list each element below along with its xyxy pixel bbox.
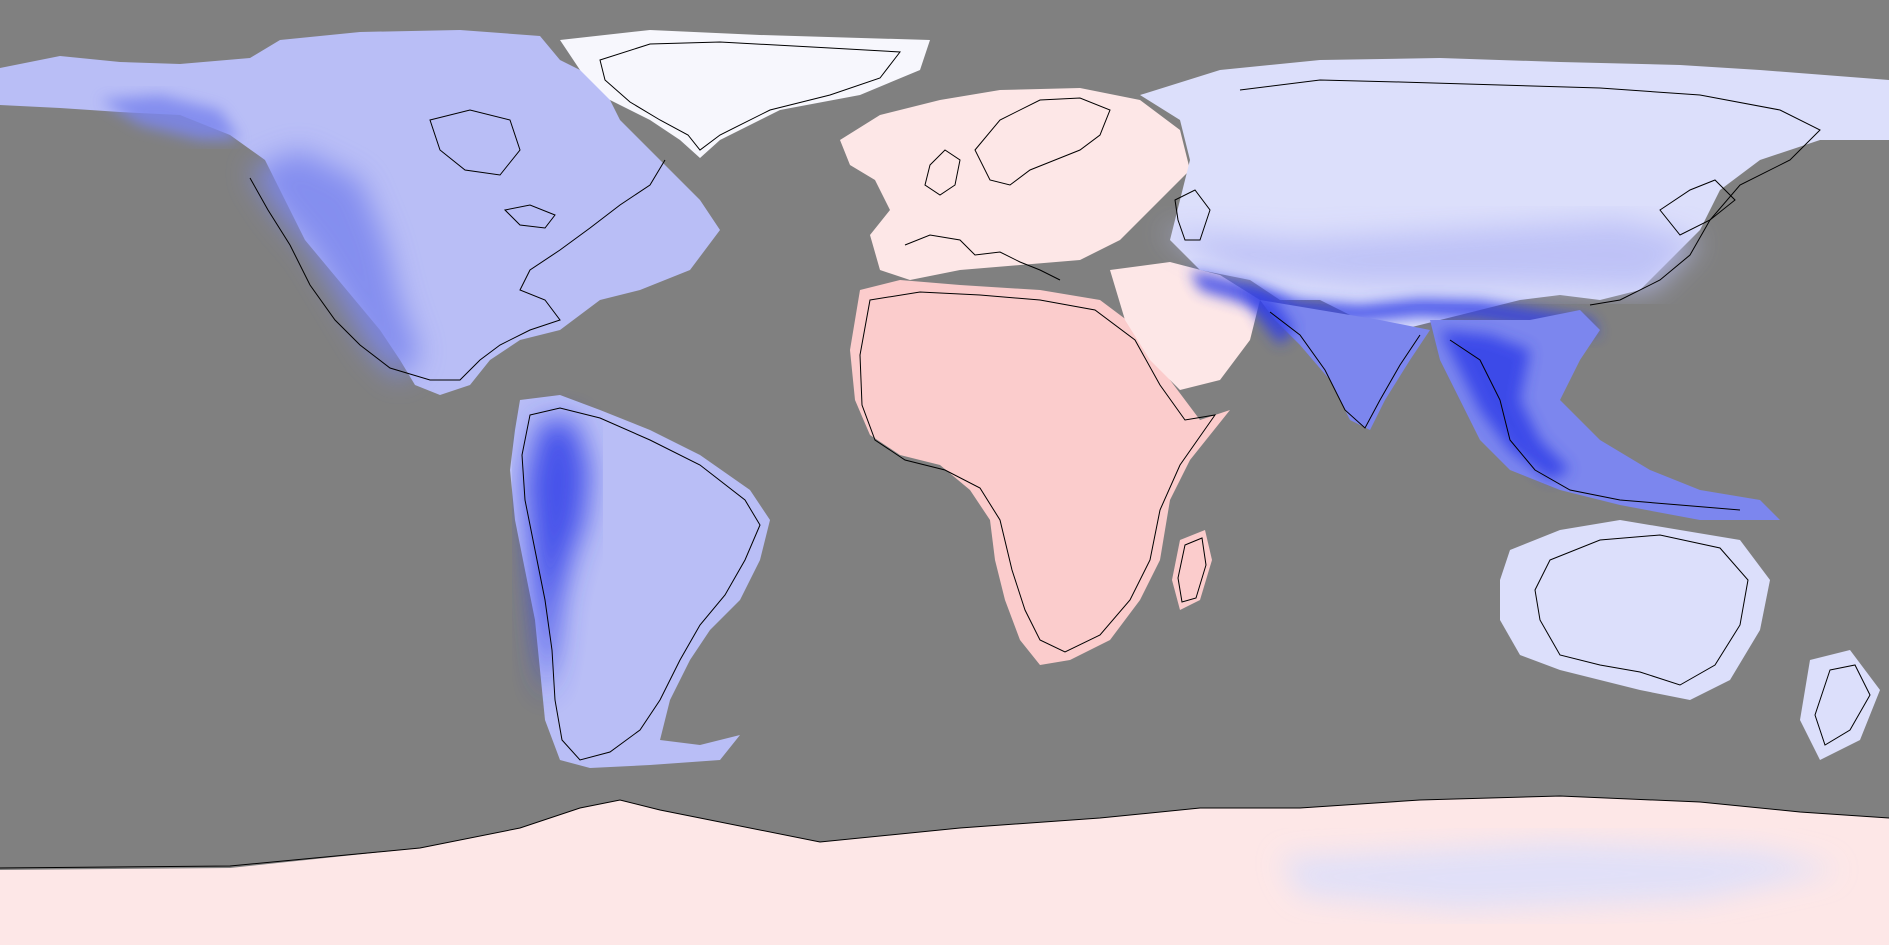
north-america-rockies: [250, 150, 420, 380]
antarctica-land: [0, 796, 1889, 945]
greenland-coast: [599, 41, 901, 151]
sea-band: [1440, 330, 1570, 480]
north-america-region: [0, 30, 720, 395]
scandinavia-coast: [974, 97, 1111, 186]
caspian-sea: [1174, 189, 1211, 241]
africa-coast: [859, 291, 1217, 653]
south-america-coast: [521, 407, 761, 761]
asia-region: [1140, 58, 1889, 335]
andes-band: [525, 420, 590, 700]
indus-band: [1240, 285, 1295, 345]
antarctica-cool-patch: [1280, 842, 1840, 910]
north-america-alaska: [100, 95, 240, 140]
greenland-land: [560, 30, 930, 158]
new-zealand-coast: [1814, 664, 1871, 746]
uk-coast: [924, 149, 961, 196]
antarctica-region: [0, 795, 1889, 945]
australia-coast: [1534, 534, 1749, 686]
hudson-bay-coast: [429, 109, 521, 176]
madagascar-region: [1172, 530, 1212, 610]
southeast-asia-coast: [1449, 339, 1741, 511]
india-coast: [1269, 311, 1421, 429]
greenland-region: [560, 30, 930, 158]
new-zealand-land: [1800, 650, 1880, 760]
great-lakes: [503, 204, 556, 229]
europe-region: [840, 88, 1190, 281]
south-asia-land: [1260, 300, 1430, 430]
australia-land: [1500, 520, 1770, 700]
central-asia-cool: [1160, 220, 1700, 290]
asia-coast: [1239, 79, 1821, 306]
madagascar-coast: [1177, 537, 1207, 603]
japan-coast: [1659, 179, 1736, 236]
africa-land: [850, 280, 1230, 665]
australia-region: [1500, 520, 1770, 700]
south-asia-region: [1240, 285, 1430, 430]
north-america-coast: [249, 159, 666, 381]
southeast-asia-region: [1430, 310, 1780, 520]
iberia-italy-coast: [904, 234, 1061, 281]
africa-region: [850, 280, 1230, 665]
new-zealand-region: [1800, 650, 1880, 760]
europe-land: [840, 88, 1190, 280]
south-america-region: [510, 395, 770, 768]
madagascar-land: [1172, 530, 1212, 610]
himalaya-band: [1190, 270, 1600, 335]
antarctica-coast: [0, 795, 1889, 869]
